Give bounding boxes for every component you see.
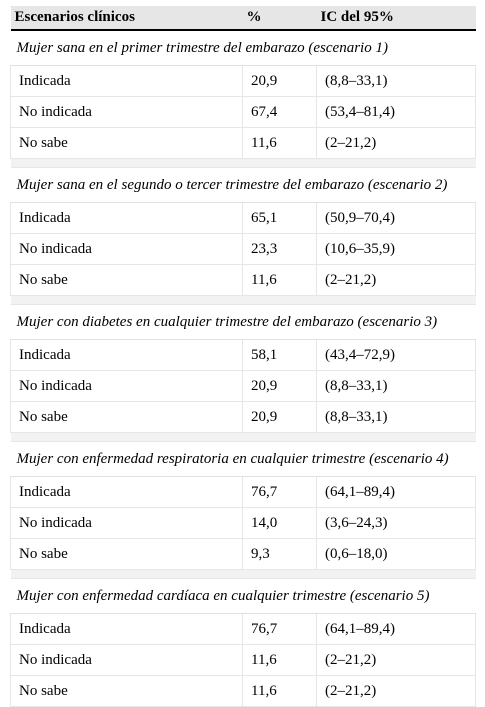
spacer-cell bbox=[10, 569, 476, 579]
section-title-row: Mujer con enfermedad respiratoria en cua… bbox=[10, 441, 476, 477]
cell-ci: (53,4–81,4) bbox=[316, 96, 476, 128]
section-spacer bbox=[10, 295, 476, 305]
cell-ci: (8,8–33,1) bbox=[316, 65, 476, 97]
cell-answer: No sabe bbox=[10, 127, 243, 159]
cell-percent: 58,1 bbox=[242, 339, 317, 371]
cell-answer: Indicada bbox=[10, 476, 243, 508]
table-row: No sabe 20,9 (8,8–33,1) bbox=[10, 401, 476, 433]
header-scenarios: Escenarios clínicos bbox=[10, 6, 243, 31]
table-row: No sabe 11,6 (2–21,2) bbox=[10, 675, 476, 707]
cell-percent: 65,1 bbox=[242, 202, 317, 234]
cell-ci: (3,6–24,3) bbox=[316, 507, 476, 539]
cell-answer: Indicada bbox=[10, 339, 243, 371]
cell-answer: No indicada bbox=[10, 96, 243, 128]
section-title: Mujer sana en el segundo o tercer trimes… bbox=[10, 167, 476, 203]
table-row: No indicada 14,0 (3,6–24,3) bbox=[10, 507, 476, 539]
header-percent: % bbox=[242, 6, 317, 31]
cell-ci: (2–21,2) bbox=[316, 675, 476, 707]
cell-percent: 20,9 bbox=[242, 65, 317, 97]
section-title: Mujer sana en el primer trimestre del em… bbox=[10, 30, 476, 66]
cell-percent: 9,3 bbox=[242, 538, 317, 570]
cell-ci: (0,6–18,0) bbox=[316, 538, 476, 570]
cell-ci: (8,8–33,1) bbox=[316, 401, 476, 433]
cell-ci: (50,9–70,4) bbox=[316, 202, 476, 234]
table-row: Indicada 20,9 (8,8–33,1) bbox=[10, 65, 476, 97]
section-title-row: Mujer con enfermedad cardíaca en cualqui… bbox=[10, 578, 476, 614]
table-body: Mujer sana en el primer trimestre del em… bbox=[10, 30, 476, 707]
spacer-cell bbox=[10, 295, 476, 305]
cell-answer: Indicada bbox=[10, 65, 243, 97]
cell-ci: (8,8–33,1) bbox=[316, 370, 476, 402]
cell-answer: No indicada bbox=[10, 507, 243, 539]
cell-percent: 20,9 bbox=[242, 401, 317, 433]
table-row: No sabe 11,6 (2–21,2) bbox=[10, 127, 476, 159]
cell-percent: 14,0 bbox=[242, 507, 317, 539]
cell-percent: 11,6 bbox=[242, 644, 317, 676]
table-row: No indicada 23,3 (10,6–35,9) bbox=[10, 233, 476, 265]
table-row: No indicada 20,9 (8,8–33,1) bbox=[10, 370, 476, 402]
cell-ci: (64,1–89,4) bbox=[316, 613, 476, 645]
section-spacer bbox=[10, 569, 476, 579]
section-title: Mujer con diabetes en cualquier trimestr… bbox=[10, 304, 476, 340]
table-row: Indicada 76,7 (64,1–89,4) bbox=[10, 613, 476, 645]
cell-percent: 76,7 bbox=[242, 476, 317, 508]
cell-answer: No indicada bbox=[10, 233, 243, 265]
cell-answer: No sabe bbox=[10, 401, 243, 433]
table-row: Indicada 76,7 (64,1–89,4) bbox=[10, 476, 476, 508]
table-header: Escenarios clínicos % IC del 95% bbox=[10, 6, 476, 31]
cell-ci: (10,6–35,9) bbox=[316, 233, 476, 265]
cell-percent: 11,6 bbox=[242, 264, 317, 296]
section-title-row: Mujer sana en el segundo o tercer trimes… bbox=[10, 167, 476, 203]
table-row: No indicada 11,6 (2–21,2) bbox=[10, 644, 476, 676]
cell-answer: No sabe bbox=[10, 538, 243, 570]
table-row: No indicada 67,4 (53,4–81,4) bbox=[10, 96, 476, 128]
spacer-cell bbox=[10, 432, 476, 442]
cell-answer: No sabe bbox=[10, 264, 243, 296]
section-title: Mujer con enfermedad cardíaca en cualqui… bbox=[10, 578, 476, 614]
header-row: Escenarios clínicos % IC del 95% bbox=[10, 6, 476, 31]
cell-percent: 67,4 bbox=[242, 96, 317, 128]
cell-percent: 11,6 bbox=[242, 675, 317, 707]
cell-ci: (2–21,2) bbox=[316, 127, 476, 159]
table-row: No sabe 9,3 (0,6–18,0) bbox=[10, 538, 476, 570]
cell-answer: No indicada bbox=[10, 644, 243, 676]
cell-ci: (43,4–72,9) bbox=[316, 339, 476, 371]
section-title-row: Mujer con diabetes en cualquier trimestr… bbox=[10, 304, 476, 340]
header-ci: IC del 95% bbox=[316, 6, 476, 31]
cell-ci: (2–21,2) bbox=[316, 644, 476, 676]
cell-percent: 76,7 bbox=[242, 613, 317, 645]
spacer-cell bbox=[10, 158, 476, 168]
cell-answer: Indicada bbox=[10, 613, 243, 645]
section-spacer bbox=[10, 158, 476, 168]
cell-answer: Indicada bbox=[10, 202, 243, 234]
cell-percent: 23,3 bbox=[242, 233, 317, 265]
table-row: Indicada 58,1 (43,4–72,9) bbox=[10, 339, 476, 371]
cell-answer: No sabe bbox=[10, 675, 243, 707]
cell-percent: 11,6 bbox=[242, 127, 317, 159]
section-spacer bbox=[10, 432, 476, 442]
section-title-row: Mujer sana en el primer trimestre del em… bbox=[10, 30, 476, 66]
table-row: Indicada 65,1 (50,9–70,4) bbox=[10, 202, 476, 234]
section-title: Mujer con enfermedad respiratoria en cua… bbox=[10, 441, 476, 477]
cell-ci: (64,1–89,4) bbox=[316, 476, 476, 508]
cell-percent: 20,9 bbox=[242, 370, 317, 402]
table-row: No sabe 11,6 (2–21,2) bbox=[10, 264, 476, 296]
scenarios-table: Escenarios clínicos % IC del 95% Mujer s… bbox=[10, 6, 476, 707]
cell-ci: (2–21,2) bbox=[316, 264, 476, 296]
cell-answer: No indicada bbox=[10, 370, 243, 402]
